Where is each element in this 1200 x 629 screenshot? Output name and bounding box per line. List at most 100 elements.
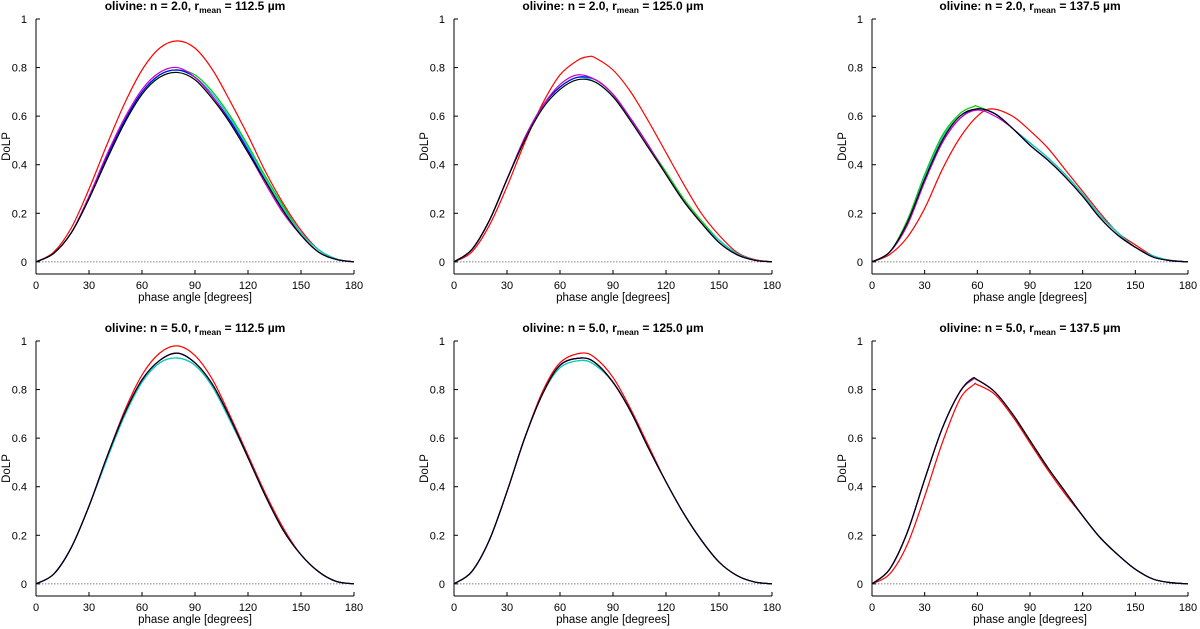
- y-tick-label: 0: [857, 579, 863, 591]
- series-line-6: [36, 71, 354, 263]
- series-group: [872, 376, 1188, 585]
- chart-title-prefix: olivine: n = 5.0, r: [105, 321, 200, 335]
- x-tick-label: 150: [1126, 280, 1144, 292]
- x-tick-label: 90: [607, 602, 619, 614]
- chart-title-subscript: mean: [617, 5, 639, 15]
- y-tick-label: 0.4: [848, 482, 863, 494]
- x-axis-label: phase angle [degrees]: [973, 614, 1087, 626]
- x-tick-label: 0: [33, 602, 39, 614]
- y-tick-label: 0.2: [430, 530, 445, 542]
- series-line-1: [36, 345, 354, 585]
- chart-title-prefix: olivine: n = 5.0, r: [522, 321, 617, 335]
- y-axis-label: DoLP: [1, 132, 13, 161]
- series-line-1: [454, 55, 772, 263]
- chart-panel-3: olivine: n = 2.0, rmean = 137.5 µm 0 30 60 9…: [837, 0, 1197, 304]
- chart-title: olivine: n = 2.0, rmean = 125.0 µm: [522, 0, 703, 15]
- chart-title-prefix: olivine: n = 2.0, r: [105, 0, 200, 13]
- y-axis-label: DoLP: [419, 454, 431, 483]
- series-line-5: [36, 66, 354, 263]
- y-tick-label: 0.6: [848, 433, 863, 445]
- series-line-6: [454, 357, 772, 585]
- y-tick-label: 1: [439, 336, 445, 348]
- y-tick-label: 0.4: [12, 482, 27, 494]
- chart-title-prefix: olivine: n = 5.0, r: [939, 321, 1034, 335]
- x-tick-label: 180: [763, 602, 781, 614]
- y-tick-label: 0: [439, 257, 445, 269]
- series-group: [872, 104, 1188, 263]
- series-line-6: [454, 78, 772, 263]
- series-line-1: [36, 40, 354, 263]
- series-group: [454, 352, 772, 585]
- y-tick-label: 0.2: [12, 208, 27, 220]
- series-line-3: [36, 357, 354, 585]
- x-tick-label: 30: [501, 280, 513, 292]
- series-line-3: [36, 69, 354, 263]
- chart-panel-1: olivine: n = 2.0, rmean = 112.5 µm 0 30 60 9…: [1, 0, 363, 304]
- series-group: [36, 345, 354, 585]
- x-axis-label: phase angle [degrees]: [973, 292, 1087, 304]
- x-axis-label: phase angle [degrees]: [556, 292, 670, 304]
- series-group: [36, 40, 354, 263]
- chart-panel-6: olivine: n = 5.0, rmean = 137.5 µm 0 30 60 9…: [837, 321, 1197, 626]
- x-tick-label: 0: [451, 280, 457, 292]
- y-tick-label: 0: [857, 257, 863, 269]
- chart-title-subscript: mean: [1034, 327, 1056, 337]
- y-tick-label: 0.6: [12, 433, 27, 445]
- x-tick-label: 0: [33, 280, 39, 292]
- series-line-3: [872, 108, 1188, 263]
- x-tick-label: 120: [657, 602, 675, 614]
- series-line-2: [454, 359, 772, 585]
- y-tick-label: 1: [21, 14, 27, 26]
- x-tick-label: 60: [554, 280, 566, 292]
- chart-title-subscript: mean: [199, 5, 221, 15]
- x-tick-label: 180: [763, 280, 781, 292]
- series-line-5: [454, 74, 772, 263]
- x-tick-label: 120: [657, 280, 675, 292]
- y-tick-label: 0.6: [430, 433, 445, 445]
- series-line-3: [454, 76, 772, 263]
- x-tick-label: 60: [136, 280, 148, 292]
- series-line-2: [36, 69, 354, 263]
- series-line-1: [454, 352, 772, 585]
- chart-title-suffix: = 112.5 µm: [221, 321, 285, 335]
- series-line-6: [36, 352, 354, 585]
- x-tick-label: 150: [292, 280, 310, 292]
- chart-title: olivine: n = 5.0, rmean = 125.0 µm: [522, 321, 703, 337]
- x-tick-label: 90: [1024, 602, 1036, 614]
- series-line-3: [454, 359, 772, 585]
- x-tick-label: 30: [83, 280, 95, 292]
- chart-panel-2: olivine: n = 2.0, rmean = 125.0 µm 0 30 60 9…: [419, 0, 781, 304]
- y-axis-label: DoLP: [837, 454, 849, 483]
- x-tick-label: 30: [83, 602, 95, 614]
- x-tick-label: 90: [607, 280, 619, 292]
- x-axis-label: phase angle [degrees]: [556, 614, 670, 626]
- y-tick-label: 0: [21, 579, 27, 591]
- y-axis-label: DoLP: [419, 132, 431, 161]
- x-tick-label: 30: [919, 602, 931, 614]
- chart-panel-5: olivine: n = 5.0, rmean = 125.0 µm 0 30 60 9…: [419, 321, 781, 626]
- y-tick-label: 0.6: [848, 111, 863, 123]
- series-line-4: [36, 352, 354, 585]
- x-tick-label: 0: [869, 280, 875, 292]
- y-tick-label: 0.8: [848, 385, 863, 397]
- x-axis-label: phase angle [degrees]: [138, 614, 252, 626]
- x-tick-label: 60: [554, 602, 566, 614]
- x-tick-label: 30: [501, 602, 513, 614]
- series-line-2: [454, 76, 772, 263]
- series-line-5: [872, 109, 1188, 263]
- y-tick-label: 0.4: [848, 160, 863, 172]
- y-tick-label: 0.6: [12, 111, 27, 123]
- series-line-6: [872, 376, 1188, 585]
- y-tick-label: 0.2: [430, 208, 445, 220]
- series-line-2: [872, 104, 1188, 263]
- x-tick-label: 60: [971, 602, 983, 614]
- series-line-5: [36, 352, 354, 585]
- chart-title: olivine: n = 5.0, rmean = 137.5 µm: [939, 321, 1120, 337]
- x-tick-label: 150: [710, 280, 728, 292]
- series-line-4: [872, 108, 1188, 263]
- series-line-4: [454, 357, 772, 585]
- y-tick-label: 0.4: [430, 482, 445, 494]
- series-line-4: [36, 69, 354, 263]
- series-line-2: [872, 377, 1188, 585]
- series-line-5: [872, 377, 1188, 585]
